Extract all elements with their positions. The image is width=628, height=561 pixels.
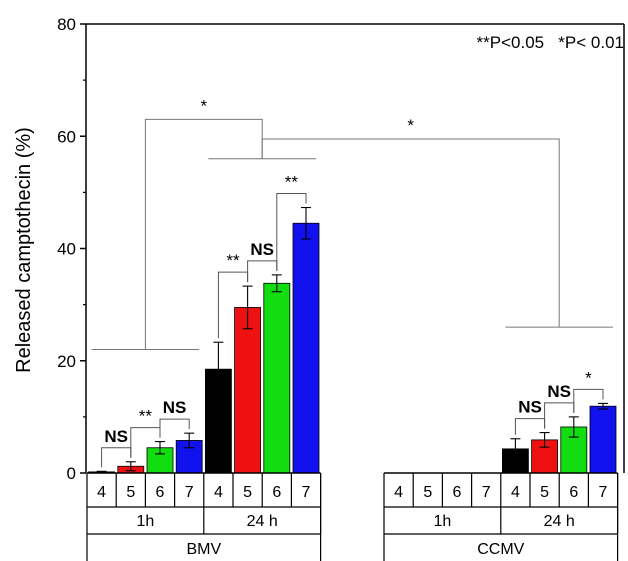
significance-label: ** [285, 173, 299, 192]
ph-label: 4 [97, 484, 106, 501]
y-axis-title: Released camptothecin (%) [13, 127, 35, 373]
y-tick-label: 0 [67, 464, 76, 483]
significance-bracket [276, 193, 307, 271]
time-label: 1h [137, 513, 155, 530]
ph-label: 6 [453, 484, 462, 501]
ph-label: 5 [126, 484, 135, 501]
significance-label: * [585, 368, 592, 387]
y-tick-label: 80 [57, 15, 76, 34]
comparison-label: * [407, 116, 414, 135]
group-label: CCMV [477, 541, 524, 558]
time-label: 24 h [544, 513, 575, 530]
significance-bracket [159, 418, 190, 438]
bar-BMV-24h-pH6 [263, 282, 291, 474]
ph-label: 6 [569, 484, 578, 501]
significance-label: ** [139, 407, 153, 426]
time-label: 24 h [247, 513, 278, 530]
ph-label: 7 [482, 484, 491, 501]
significance-label: NS [104, 427, 128, 446]
significance-bracket [573, 388, 604, 413]
ph-label: 5 [423, 484, 432, 501]
time-label: 1h [434, 513, 452, 530]
y-tick-label: 20 [57, 352, 76, 371]
significance-label: NS [547, 382, 571, 401]
y-tick-label: 60 [57, 127, 76, 146]
group-label: BMV [186, 541, 221, 558]
category-table: 4 5 6 7 1h 4 5 6 7 24 h BMV 4 5 6 7 1h 4 5 6 7 24 h CCMV [86, 472, 619, 561]
bars [88, 206, 617, 474]
ph-label: 4 [394, 484, 403, 501]
significance-label: NS [163, 398, 187, 417]
significance-bracket [247, 260, 278, 283]
comparison-label: * [200, 96, 207, 115]
significance-label: NS [518, 398, 542, 417]
ph-label: 6 [156, 484, 165, 501]
ph-label: 7 [185, 484, 194, 501]
ph-label: 5 [243, 484, 252, 501]
p-value-note: **P<0.05 *P< 0.01 [477, 33, 624, 52]
significance-label: NS [250, 240, 274, 259]
significance-bracket [101, 447, 132, 468]
axes: 0 20 40 60 80 [57, 15, 625, 483]
comparison-bracket-bmv-ccmv [261, 138, 560, 328]
significance-bracket [544, 402, 575, 429]
bar-CCMV-24h-pH7 [589, 405, 617, 474]
ph-label: 5 [540, 484, 549, 501]
y-tick-label: 40 [57, 240, 76, 259]
bar-BMV-24h-pH7 [292, 222, 320, 474]
significance-label: ** [226, 251, 240, 270]
bar-BMV-24h-pH5 [234, 307, 262, 474]
ph-label: 6 [272, 484, 281, 501]
ph-label: 7 [599, 484, 608, 501]
ph-label: 4 [214, 484, 223, 501]
ph-label: 4 [511, 484, 520, 501]
ph-label: 7 [302, 484, 311, 501]
